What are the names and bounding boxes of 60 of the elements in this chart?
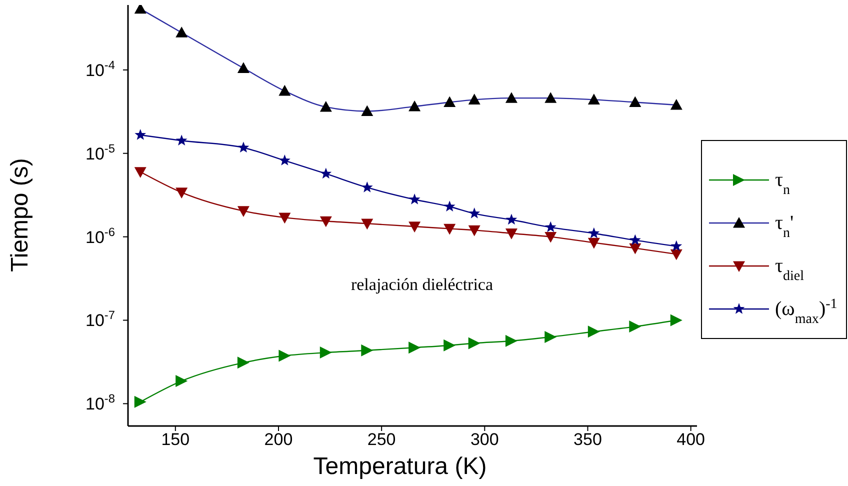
x-tick-label: 250	[367, 430, 396, 450]
legend-label: τ$_{n}$	[775, 169, 790, 198]
legend-label: (ω$_{max}$)$^{-1}$	[775, 296, 838, 326]
y-tick-label: 10$^{-7}$	[86, 308, 116, 330]
point	[505, 228, 518, 240]
point	[176, 134, 188, 146]
point	[134, 396, 146, 408]
x-tick-label: 300	[470, 430, 499, 450]
point	[134, 129, 146, 140]
point	[588, 227, 600, 238]
point	[278, 154, 290, 166]
point	[506, 214, 518, 225]
y-tick-label: 10$^{-5}$	[86, 141, 116, 164]
point	[629, 243, 642, 254]
point	[505, 334, 518, 347]
point	[361, 218, 374, 230]
point	[408, 342, 421, 354]
point	[588, 238, 600, 249]
point	[237, 356, 250, 369]
x-tick-label: 350	[574, 430, 602, 450]
x-tick-label: 400	[676, 430, 706, 450]
point	[468, 208, 480, 218]
point	[670, 314, 682, 326]
point	[670, 249, 682, 260]
point	[544, 232, 557, 243]
point	[544, 221, 556, 232]
y-tick-label: 10$^{-8}$	[86, 392, 116, 414]
x-tick-label: 200	[264, 430, 293, 450]
point	[361, 181, 373, 192]
point	[408, 222, 421, 232]
y-tick-label: 10$^{-4}$	[86, 58, 116, 80]
point	[444, 224, 456, 235]
point	[468, 225, 480, 236]
point	[629, 234, 641, 246]
x-axis-title: Temperatura (K)	[313, 453, 487, 480]
point	[278, 212, 291, 224]
y-axis-title: Tiempo (s)	[6, 158, 34, 272]
point	[408, 193, 420, 204]
point	[320, 168, 332, 179]
point	[468, 337, 480, 350]
point	[444, 339, 456, 352]
point	[176, 374, 188, 387]
point	[588, 326, 600, 338]
point	[361, 344, 374, 356]
point	[320, 346, 332, 359]
point	[444, 200, 456, 212]
point	[134, 167, 146, 178]
y-tick-label: 10$^{-6}$	[86, 224, 116, 247]
point	[544, 330, 557, 343]
point	[320, 216, 332, 228]
legend-label: τ$_{diel}$	[775, 255, 804, 284]
annotation: relajación dieléctrica	[350, 275, 494, 294]
point	[237, 206, 250, 217]
point	[670, 240, 682, 252]
point	[238, 142, 250, 153]
legend-label: τ$_{n}$'	[775, 212, 794, 240]
point	[278, 350, 291, 362]
point	[629, 320, 642, 333]
point	[176, 188, 188, 198]
x-tick-label: 150	[161, 430, 190, 450]
